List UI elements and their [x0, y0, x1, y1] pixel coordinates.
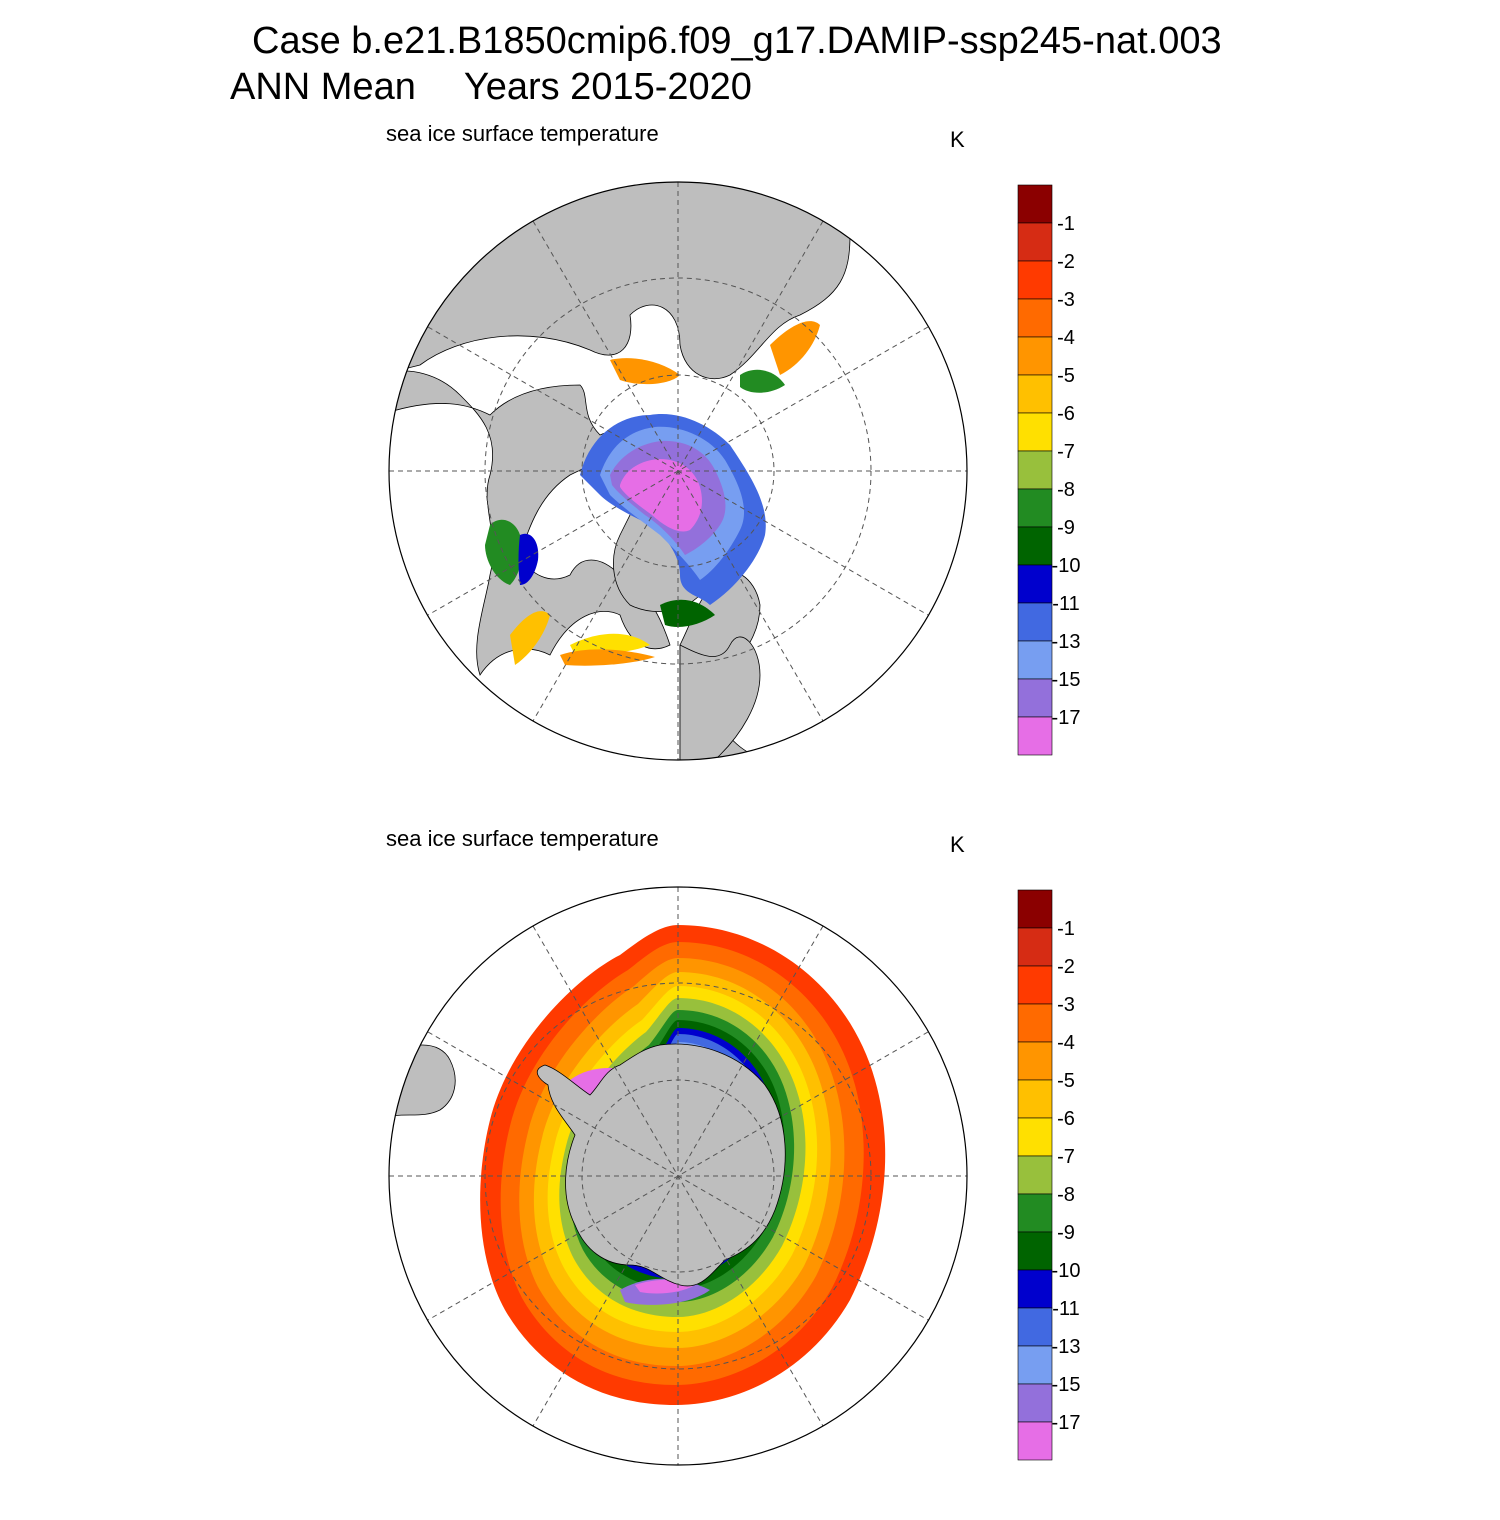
period-title: ANN Mean Years 2015-2020: [230, 66, 752, 109]
colorbar-swatch: [1017, 965, 1053, 1005]
colorbar: -1 -2 -3 -4 -5 -6 -7 -8 -9 -10 -11 -13 -15 -17: [1017, 184, 1081, 756]
colorbar-tick-label: -6: [1057, 1108, 1075, 1130]
baffin-ice-blue: [518, 533, 539, 585]
bering-ice: [610, 358, 680, 385]
okhotsk-ice: [770, 321, 820, 375]
colorbar-swatch: [1017, 1231, 1053, 1271]
years-label: Years 2015-2020: [463, 66, 752, 108]
colorbar-swatches: [1017, 889, 1053, 1461]
colorbar-swatch: [1017, 1079, 1053, 1119]
colorbar-tick-label: -1: [1057, 918, 1075, 940]
colorbar-tick-label: -3: [1057, 289, 1075, 311]
antarctic-panel: sea ice surface temperature K: [0, 820, 1500, 1520]
colorbar-tick-label: -4: [1057, 327, 1075, 349]
colorbar-tick-label: -8: [1057, 479, 1075, 501]
colorbar-swatch: [1017, 564, 1053, 604]
colorbar-swatch: [1017, 1421, 1053, 1461]
case-title: Case b.e21.B1850cmip6.f09_g17.DAMIP-ssp2…: [252, 20, 1222, 62]
antarctic-polar-map: [388, 886, 968, 1466]
colorbar-tick-label: -2: [1057, 251, 1075, 273]
colorbar-swatch: [1017, 450, 1053, 490]
antarctica-landmass: [536, 1043, 786, 1287]
colorbar-swatch: [1017, 336, 1053, 376]
colorbar-swatch: [1017, 602, 1053, 642]
colorbar-swatch: [1017, 1345, 1053, 1385]
panel-title: sea ice surface temperature: [386, 121, 659, 146]
colorbar-swatch: [1017, 927, 1053, 967]
labrador-ice: [510, 611, 550, 665]
fram-ice-band-3: [560, 649, 655, 666]
colorbar-tick-label: -17: [1052, 707, 1081, 729]
arctic-ice-core: [620, 459, 702, 532]
colorbar-swatch: [1017, 298, 1053, 338]
colorbar-tick-label: -11: [1052, 593, 1079, 615]
colorbar-tick-label: -7: [1057, 1146, 1075, 1168]
colorbar-tick-label: -7: [1057, 441, 1075, 463]
colorbar-swatch: [1017, 374, 1053, 414]
colorbar-tick-label: -9: [1057, 517, 1075, 539]
colorbar-tick-label: -3: [1057, 994, 1075, 1016]
baffin-ice: [485, 519, 522, 585]
colorbar-swatch: [1017, 488, 1053, 528]
colorbar-tick-label: -5: [1057, 1070, 1075, 1092]
fram-ice-band: [660, 599, 715, 627]
colorbar-swatch: [1017, 889, 1053, 929]
panel-units: K: [950, 832, 965, 857]
colorbar-swatch: [1017, 1155, 1053, 1195]
colorbar-labels: -1 -2 -3 -4 -5 -6 -7 -8 -9 -10 -11 -13 -15 -17: [1052, 918, 1081, 1434]
colorbar-swatch: [1017, 1041, 1053, 1081]
okhotsk-ice-green: [740, 369, 785, 393]
colorbar-tick-label: -2: [1057, 956, 1075, 978]
colorbar-swatch: [1017, 1307, 1053, 1347]
colorbar-tick-label: -8: [1057, 1184, 1075, 1206]
colorbar-tick-label: -15: [1052, 1374, 1081, 1396]
colorbar-tick-label: -6: [1057, 403, 1075, 425]
colorbar-swatch: [1017, 640, 1053, 680]
colorbar: -1 -2 -3 -4 -5 -6 -7 -8 -9 -10 -11 -13 -15 -17: [1017, 889, 1081, 1461]
colorbar-swatch: [1017, 678, 1053, 718]
colorbar-tick-label: -10: [1052, 555, 1081, 577]
colorbar-swatches: [1017, 184, 1053, 756]
colorbar-swatch: [1017, 1193, 1053, 1233]
colorbar-tick-label: -4: [1057, 1032, 1075, 1054]
colorbar-tick-label: -9: [1057, 1222, 1075, 1244]
colorbar-tick-label: -11: [1052, 1298, 1079, 1320]
panel-title: sea ice surface temperature: [386, 826, 659, 851]
colorbar-swatch: [1017, 222, 1053, 262]
colorbar-swatch: [1017, 716, 1053, 756]
colorbar-tick-label: -10: [1052, 1260, 1081, 1282]
colorbar-tick-label: -5: [1057, 365, 1075, 387]
colorbar-tick-label: -13: [1052, 631, 1081, 653]
season-label: ANN Mean: [230, 66, 416, 108]
colorbar-tick-label: -17: [1052, 1412, 1081, 1434]
colorbar-tick-label: -15: [1052, 669, 1081, 691]
colorbar-swatch: [1017, 1269, 1053, 1309]
colorbar-tick-label: -1: [1057, 213, 1075, 235]
colorbar-swatch: [1017, 1383, 1053, 1423]
colorbar-tick-label: -13: [1052, 1336, 1081, 1358]
colorbar-swatch: [1017, 1117, 1053, 1157]
colorbar-swatch: [1017, 412, 1053, 452]
colorbar-labels: -1 -2 -3 -4 -5 -6 -7 -8 -9 -10 -11 -13 -15 -17: [1052, 213, 1081, 729]
colorbar-swatch: [1017, 260, 1053, 300]
colorbar-swatch: [1017, 526, 1053, 566]
colorbar-swatch: [1017, 1003, 1053, 1043]
panel-units: K: [950, 127, 965, 152]
europe-landmass: [679, 636, 761, 760]
arctic-panel: sea ice surface temperature K: [0, 115, 1500, 815]
arctic-polar-map: [388, 181, 968, 761]
colorbar-swatch: [1017, 184, 1053, 224]
